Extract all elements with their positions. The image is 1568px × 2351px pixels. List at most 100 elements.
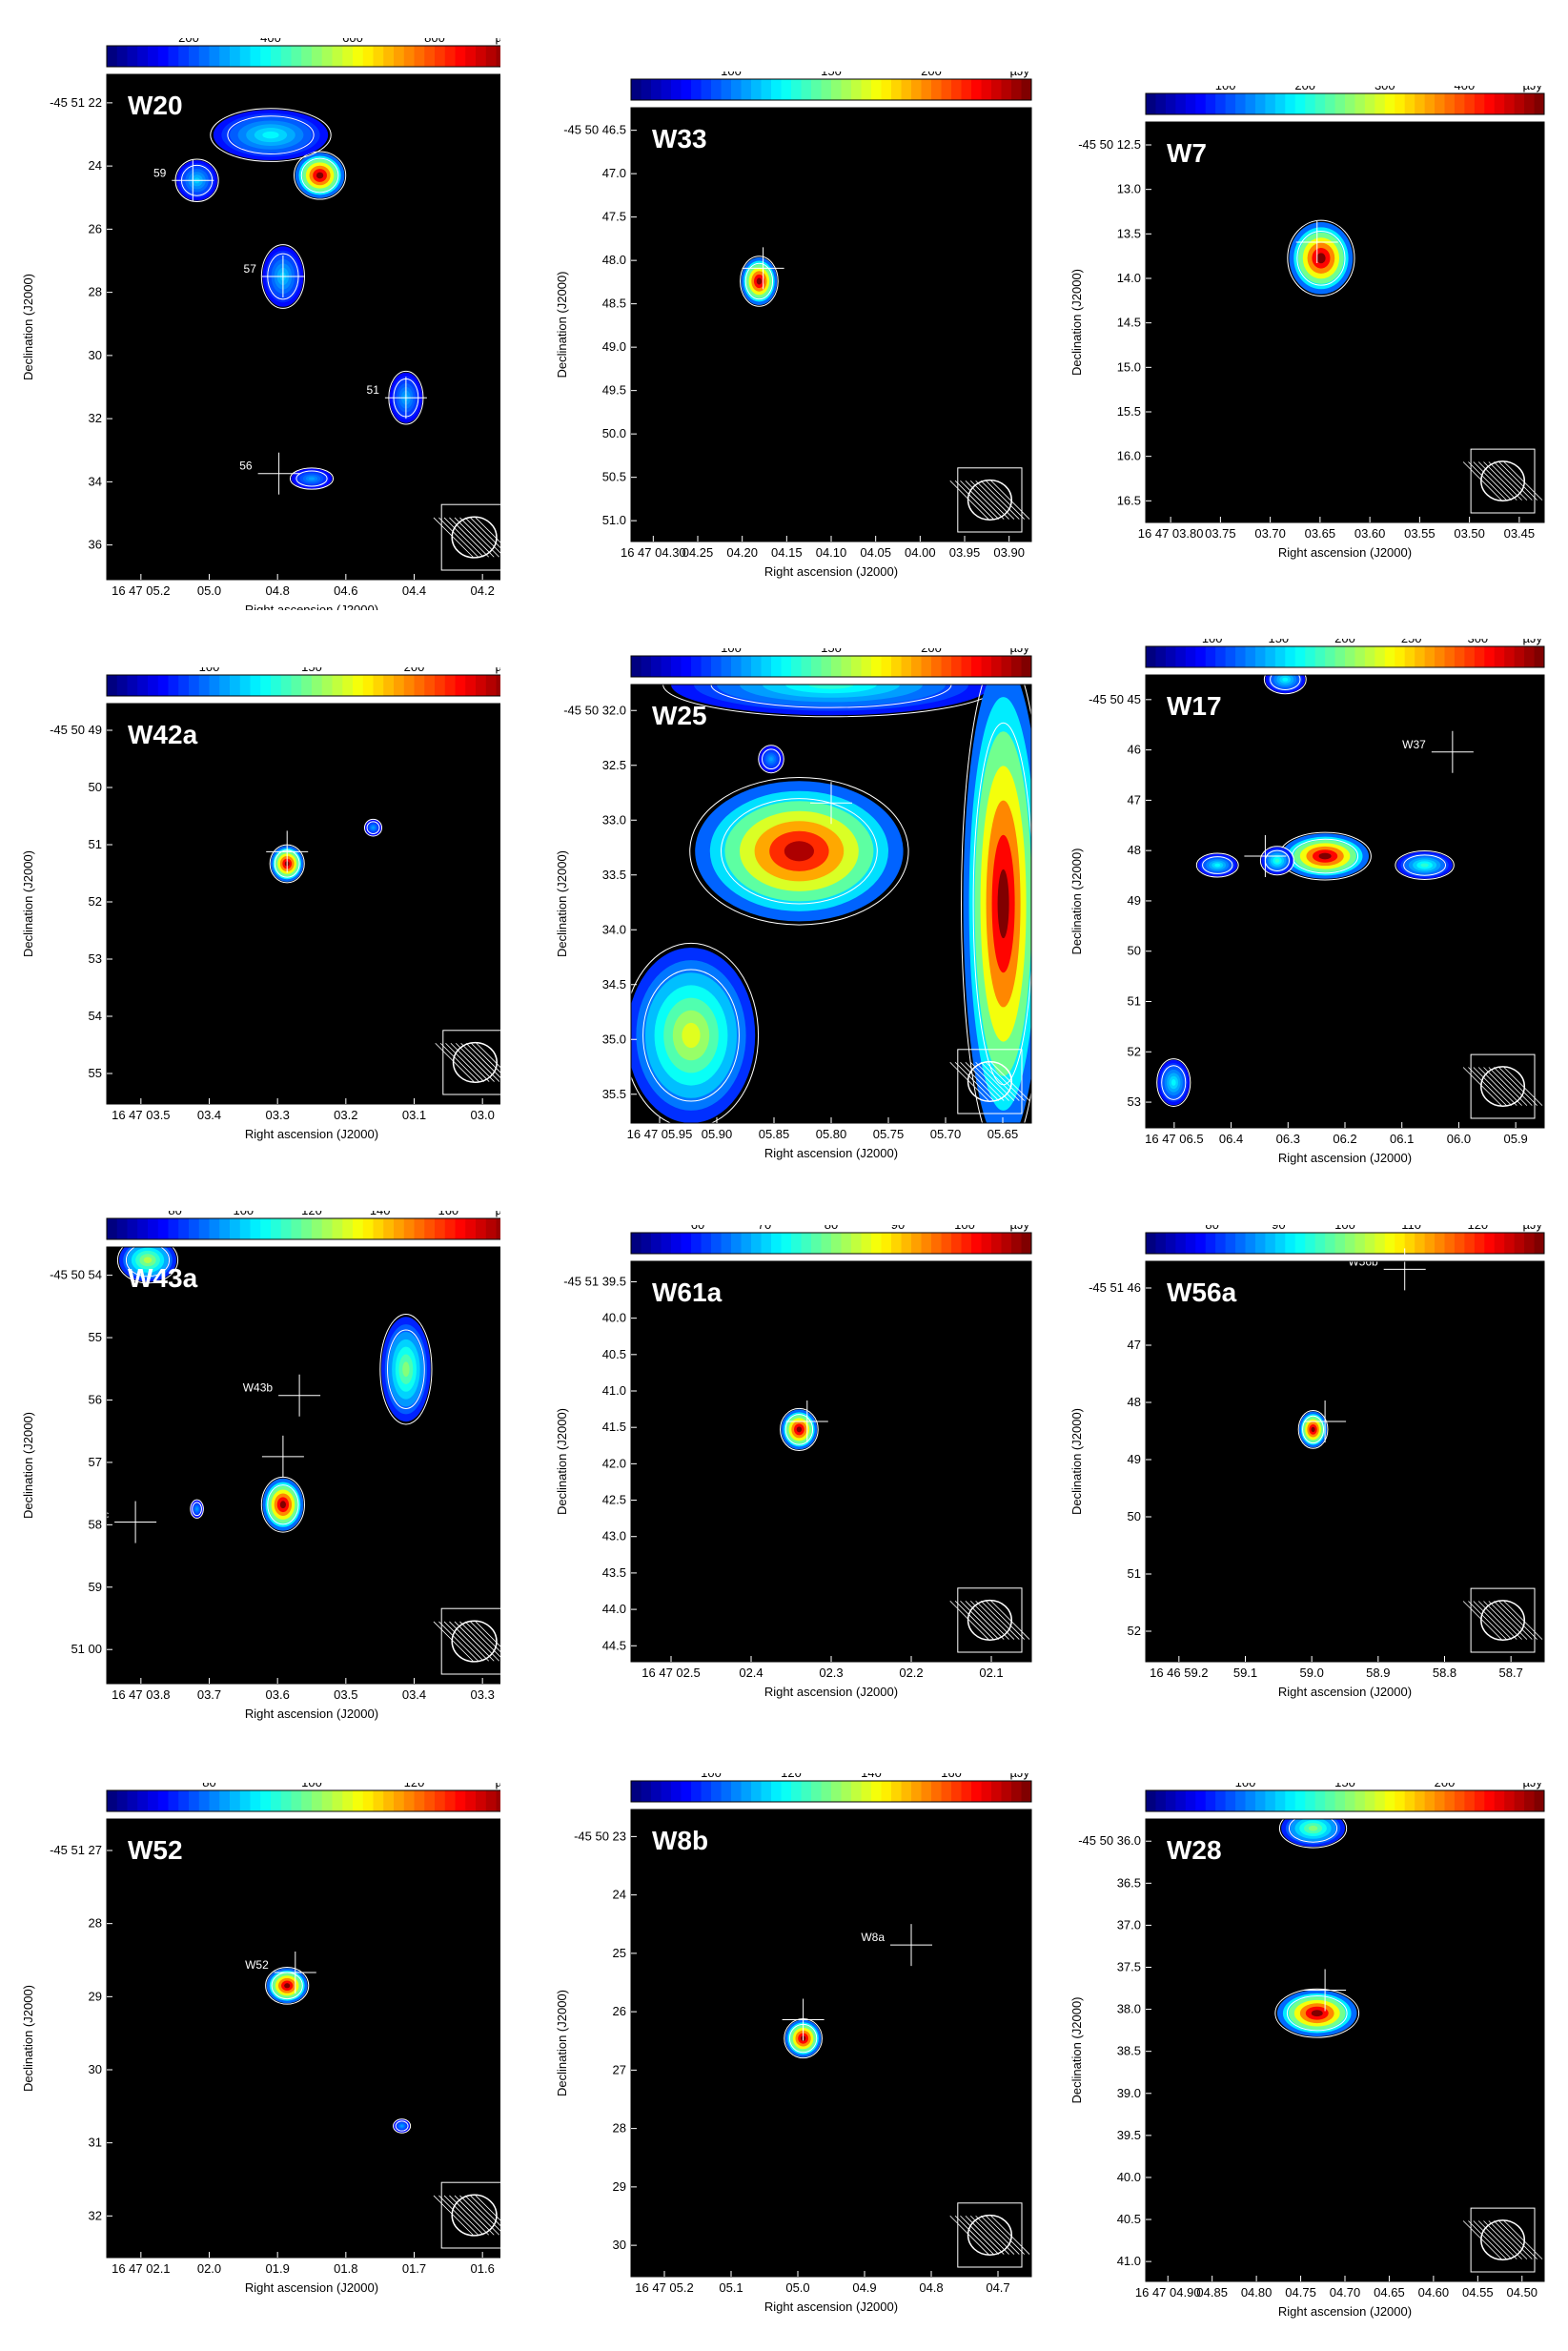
colorbar-segment: [1474, 93, 1485, 114]
colorbar-segment: [1395, 93, 1406, 114]
colorbar-tick-label: 70: [758, 1225, 771, 1232]
map-svg: 60 70 80 90 100 µJy W61a 16 47 02.5 02.4 02.3 02.2…: [555, 1225, 1032, 1699]
colorbar-tick-label: 140: [370, 1211, 391, 1217]
colorbar-segment: [1175, 1790, 1187, 1811]
colorbar-segment: [424, 1790, 436, 1811]
colorbar-segment: [961, 1781, 972, 1802]
colorbar-segment: [383, 1790, 395, 1811]
colorbar-segment: [496, 675, 500, 696]
colorbar-unit: µJy: [496, 1211, 501, 1217]
ra-tick-label: 03.60: [1354, 526, 1386, 541]
dec-tick-label: 49.0: [602, 339, 626, 354]
colorbar-segment: [1415, 1790, 1426, 1811]
colorbar-segment: [1444, 93, 1456, 114]
contour-line: [1288, 1819, 1338, 1843]
colorbar-segment: [701, 1781, 712, 1802]
colorbar-segment: [312, 1790, 323, 1811]
dec-tick-label: 46: [1128, 743, 1141, 757]
colorbar-segment: [1334, 1233, 1346, 1254]
emission-level: [372, 827, 375, 829]
ra-tick-label: 16 47 02.1: [112, 2261, 170, 2276]
colorbar-segment: [373, 1790, 384, 1811]
colorbar-tick-label: 60: [691, 1225, 704, 1232]
colorbar-segment: [821, 1781, 832, 1802]
map-image: [107, 1247, 500, 1684]
colorbar-tick-label: 200: [921, 648, 942, 655]
colorbar-segment: [455, 46, 466, 67]
colorbar-segment: [711, 1781, 722, 1802]
colorbar-segment: [1524, 1790, 1536, 1811]
colorbar-segment: [148, 1218, 159, 1239]
colorbar-segment: [1415, 93, 1426, 114]
dec-tick-label: 13.5: [1117, 226, 1141, 240]
colorbar-segment: [353, 1790, 364, 1811]
beam-box: [957, 1049, 1023, 1114]
colorbar-segment: [362, 1218, 374, 1239]
beam-hatch: [1488, 461, 1528, 501]
colorbar-tick-label: 80: [168, 1211, 181, 1217]
colorbar-segment: [1195, 1233, 1207, 1254]
colorbar-segment: [1375, 1233, 1386, 1254]
contour-line: [1403, 854, 1447, 876]
colorbar-segment: [761, 79, 772, 100]
colorbar-segment: [691, 656, 702, 677]
colorbar-tick-label: 140: [861, 1773, 882, 1780]
ra-tick-label: 06.0: [1447, 1132, 1471, 1146]
colorbar-segment: [1404, 93, 1415, 114]
ra-tick-label: 16 47 04.30: [621, 545, 686, 560]
colorbar-segment: [681, 1233, 692, 1254]
beam-hatch: [1462, 461, 1502, 501]
dec-tick-label: 47.5: [602, 210, 626, 224]
contour-line: [379, 1314, 433, 1425]
y-axis-title: Declination (J2000): [21, 1985, 35, 2092]
x-axis-title: Right ascension (J2000): [1278, 2304, 1412, 2319]
y-axis-title: Declination (J2000): [555, 1408, 569, 1515]
beam-hatch: [1498, 2220, 1537, 2259]
ra-tick-label: 05.0: [785, 2280, 809, 2295]
ra-tick-label: 04.25: [682, 545, 714, 560]
colorbar-tick-label: 100: [1235, 1783, 1256, 1789]
beam-hatch: [1462, 1601, 1502, 1640]
colorbar-segment: [921, 656, 932, 677]
map-panel-w8b: 100 120 140 160 µJy W8a W8b 16 47 05.2 05.1 05.0 0…: [553, 1773, 1039, 2326]
dec-tick-label: 34: [89, 474, 102, 488]
emission-level: [682, 1022, 701, 1049]
dec-tick-label: -45 50 54: [50, 1268, 102, 1282]
colorbar-segment: [1415, 1233, 1426, 1254]
colorbar-segment: [168, 46, 179, 67]
colorbar-segment: [485, 675, 497, 696]
ra-tick-label: 05.9: [1503, 1132, 1527, 1146]
colorbar-segment: [1001, 1781, 1012, 1802]
colorbar-segment: [1011, 79, 1022, 100]
colorbar-segment: [1435, 1233, 1445, 1254]
dec-tick-label: 34.0: [602, 922, 626, 936]
colorbar-segment: [403, 46, 415, 67]
ra-tick-label: 05.80: [816, 1127, 847, 1141]
colorbar-segment: [1235, 1790, 1246, 1811]
colorbar-segment: [260, 1790, 272, 1811]
beam-box: [957, 467, 1023, 533]
colorbar-segment: [353, 46, 364, 67]
colorbar-tick-label: 200: [1294, 86, 1315, 92]
colorbar-segment: [1314, 646, 1326, 667]
beam-hatch: [1488, 1601, 1528, 1640]
colorbar-segment: [1185, 646, 1196, 667]
beam-hatch: [1473, 1067, 1513, 1106]
map-image: [1146, 1261, 1544, 1662]
colorbar-segment: [1305, 93, 1316, 114]
colorbar-segment: [1494, 1790, 1505, 1811]
colorbar: [630, 1232, 1032, 1255]
dec-tick-label: -45 51 27: [50, 1843, 102, 1857]
colorbar-segment: [951, 1233, 962, 1254]
beam-hatch: [1498, 1601, 1537, 1640]
beam-hatch: [1468, 1067, 1507, 1106]
colorbar-segment: [811, 656, 822, 677]
beam-hatch: [1493, 1601, 1533, 1640]
beam-hatch: [980, 1600, 1020, 1640]
colorbar-segment: [1225, 1233, 1236, 1254]
colorbar-segment: [1245, 646, 1256, 667]
dec-tick-label: -45 51 39.5: [563, 1274, 626, 1288]
dec-tick-label: 16.5: [1117, 493, 1141, 507]
contour-line: [744, 262, 774, 300]
